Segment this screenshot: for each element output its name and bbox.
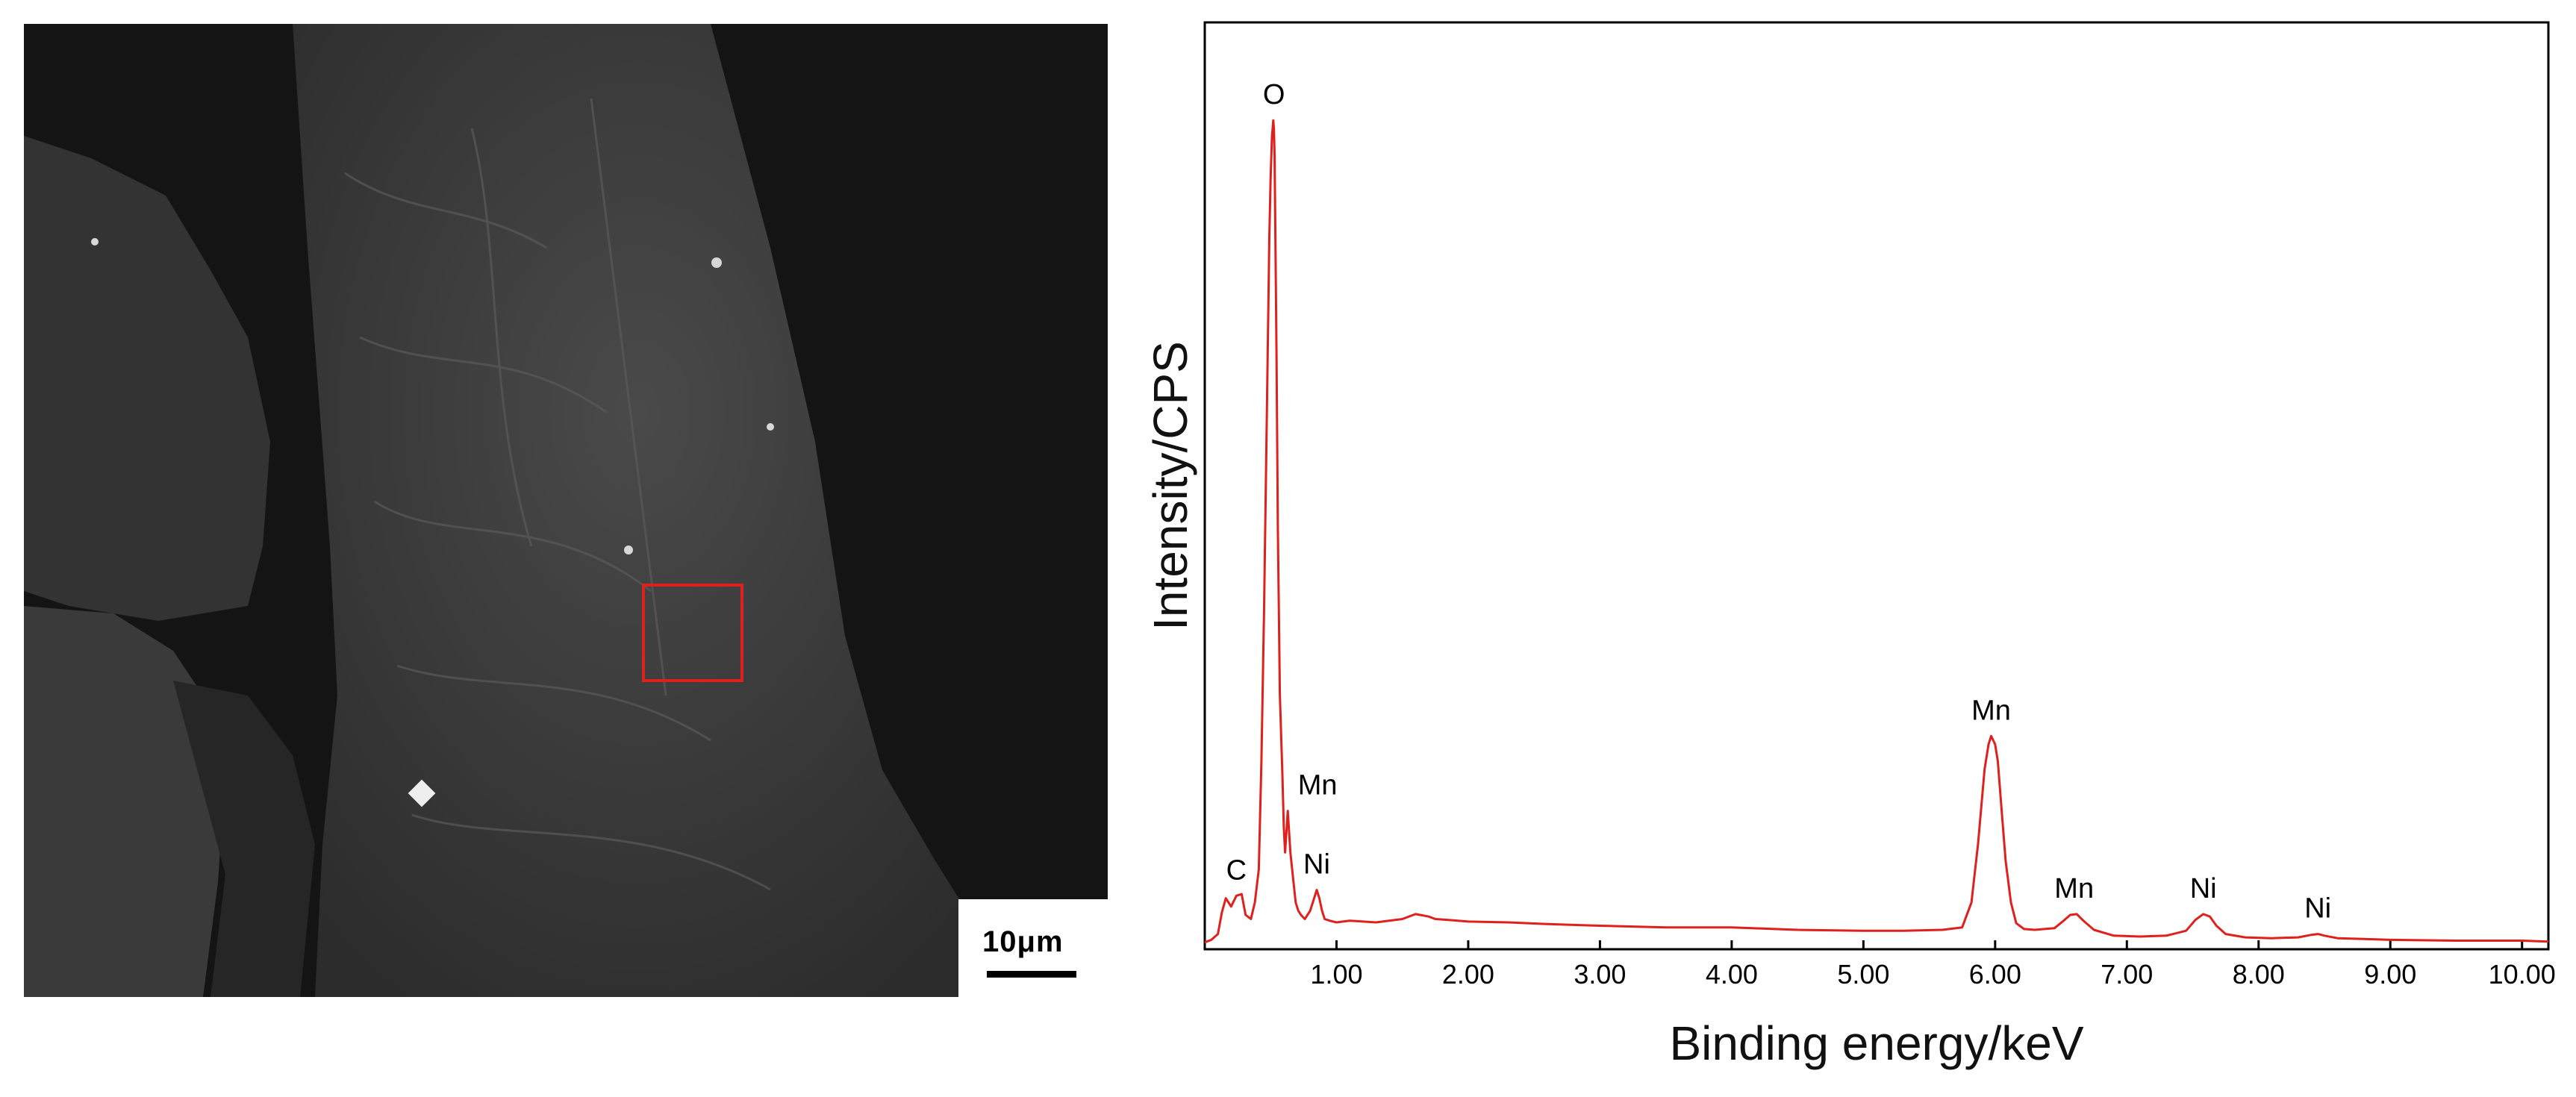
x-tick-label: 2.00 bbox=[1442, 959, 1494, 990]
x-tick-label: 10.00 bbox=[2489, 959, 2556, 990]
x-axis-ticks: 1.00 2.00 3.00 4.00 5.00 6.00 7.00 8.00 9.00 10.0… bbox=[1310, 940, 2556, 990]
x-tick-label: 5.00 bbox=[1837, 959, 1889, 990]
peak-labels: O C Mn Ni Mn Mn Ni Ni bbox=[1226, 79, 2331, 924]
y-axis-title: Intensity/CPS bbox=[1144, 341, 1197, 631]
sem-image-drawing bbox=[24, 24, 1108, 997]
x-tick-label: 6.00 bbox=[1969, 959, 2021, 990]
peak-label: Mn bbox=[1971, 695, 2011, 726]
scale-bar bbox=[987, 971, 1076, 978]
scale-bar-label: 10μm bbox=[982, 925, 1064, 958]
sem-micrograph bbox=[24, 24, 1108, 997]
x-tick-label: 3.00 bbox=[1574, 959, 1626, 990]
scale-bar-background bbox=[958, 899, 1108, 997]
x-tick-label: 9.00 bbox=[2364, 959, 2416, 990]
spectrum-line bbox=[1204, 119, 2549, 944]
series-layer bbox=[1204, 119, 2549, 944]
peak-label: Mn bbox=[1298, 770, 1338, 801]
peak-label: O bbox=[1263, 79, 1285, 110]
x-tick-label: 1.00 bbox=[1310, 959, 1362, 990]
x-tick-label: 4.00 bbox=[1706, 959, 1758, 990]
peak-label: Ni bbox=[1303, 849, 1330, 881]
eds-spectrum-chart: 1.00 2.00 3.00 4.00 5.00 6.00 7.00 8.00 9.00 10.0… bbox=[1144, 21, 2556, 1070]
peak-label: C bbox=[1226, 854, 1247, 886]
peak-label: Ni bbox=[2304, 893, 2331, 925]
x-axis-title: Binding energy/keV bbox=[1669, 1016, 2083, 1070]
analysis-region-box bbox=[642, 584, 743, 682]
x-tick-label: 8.00 bbox=[2233, 959, 2285, 990]
x-tick-label: 7.00 bbox=[2101, 959, 2153, 990]
peak-label: Mn bbox=[2054, 873, 2094, 904]
peak-label: Ni bbox=[2190, 873, 2217, 904]
plot-frame bbox=[1203, 21, 2550, 951]
